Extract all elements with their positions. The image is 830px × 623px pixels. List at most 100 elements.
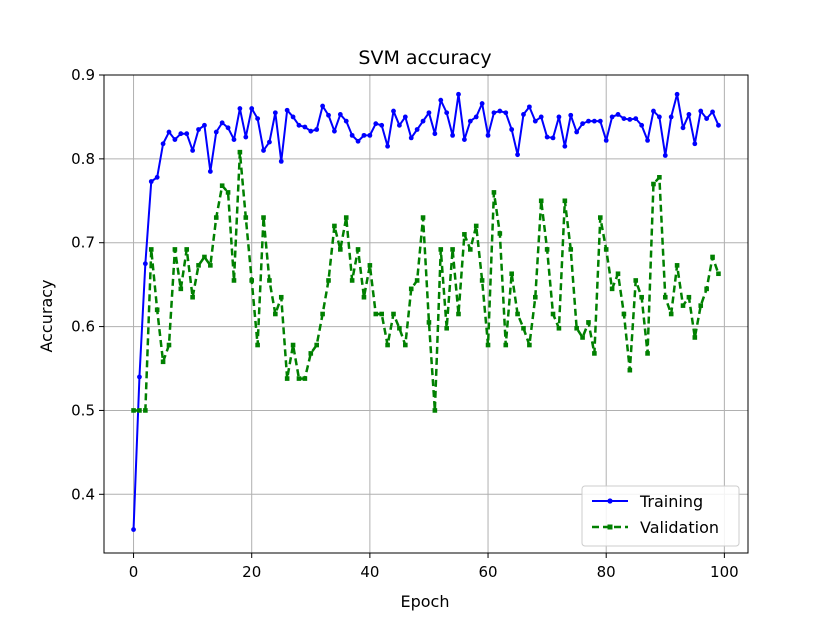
y-tick-label: 0.9: [71, 66, 95, 84]
validation-point: [521, 325, 526, 331]
validation-point: [367, 263, 373, 268]
training-point: [332, 128, 337, 134]
training-point: [603, 138, 609, 143]
validation-point: [154, 307, 160, 313]
training-point: [473, 114, 479, 120]
validation-point: [597, 215, 603, 220]
validation-point: [414, 278, 420, 283]
training-point: [267, 139, 272, 145]
x-tick-label: 100: [710, 563, 739, 581]
validation-point: [343, 215, 349, 220]
training-point: [154, 174, 160, 180]
validation-point: [462, 232, 467, 237]
training-point: [343, 118, 349, 124]
training-point: [591, 118, 597, 124]
validation-point: [450, 247, 455, 252]
y-tick-label: 0.6: [71, 318, 95, 336]
validation-point: [225, 190, 231, 195]
training-point: [426, 110, 432, 116]
training-point: [615, 112, 621, 117]
training-point: [302, 124, 308, 130]
training-point: [184, 131, 190, 137]
training-point: [166, 129, 172, 135]
x-tick-label: 80: [597, 563, 616, 581]
training-point: [420, 118, 426, 124]
training-point: [408, 135, 414, 141]
training-point: [627, 117, 633, 122]
validation-point: [479, 278, 485, 283]
validation-point: [284, 376, 290, 381]
x-tick-label: 60: [478, 563, 497, 581]
validation-point: [668, 311, 674, 317]
validation-point: [137, 408, 142, 413]
validation-point: [497, 231, 503, 236]
training-point: [674, 91, 680, 97]
validation-point: [533, 294, 538, 300]
validation-point: [603, 247, 609, 252]
x-tick-label: 40: [360, 563, 379, 581]
validation-point: [314, 342, 319, 348]
training-point: [556, 114, 562, 120]
training-point: [544, 134, 550, 140]
training-point: [586, 118, 591, 124]
training-point: [190, 148, 196, 153]
training-point: [574, 129, 580, 135]
validation-point: [172, 247, 178, 252]
training-point: [680, 125, 686, 131]
validation-point: [249, 278, 255, 283]
training-point: [521, 112, 526, 117]
validation-point: [609, 286, 615, 292]
training-point: [397, 122, 402, 128]
training-point: [225, 125, 231, 131]
training-point: [609, 114, 615, 120]
training-point: [526, 104, 532, 110]
validation-point: [219, 183, 225, 188]
validation-point: [267, 278, 272, 283]
validation-point: [615, 271, 621, 277]
training-point: [142, 261, 148, 267]
training-point: [160, 141, 166, 147]
training-point: [509, 127, 515, 132]
legend-validation-label: Validation: [640, 518, 719, 537]
validation-point: [568, 247, 574, 252]
training-point: [255, 116, 261, 122]
training-point: [538, 114, 544, 120]
training-point: [131, 527, 136, 532]
training-point: [207, 169, 213, 174]
validation-point: [290, 342, 296, 348]
training-point: [219, 120, 225, 126]
training-point: [172, 137, 178, 142]
validation-point: [627, 367, 633, 373]
training-point: [580, 121, 585, 127]
training-point: [213, 129, 219, 135]
validation-point: [379, 311, 384, 317]
training-point: [202, 122, 207, 128]
series-layer: [131, 91, 721, 532]
training-point: [249, 106, 255, 111]
training-point: [438, 97, 444, 103]
training-point: [479, 101, 485, 106]
validation-point: [190, 294, 195, 300]
training-point: [503, 110, 509, 116]
validation-point: [166, 342, 172, 348]
validation-point: [621, 311, 627, 317]
training-point: [237, 106, 243, 111]
training-point: [444, 110, 450, 116]
validation-point: [698, 303, 704, 308]
validation-point: [438, 247, 444, 252]
training-point: [716, 122, 721, 128]
validation-point: [255, 342, 260, 348]
training-point: [645, 138, 650, 143]
legend-validation-marker: [607, 524, 613, 530]
validation-point: [202, 254, 207, 260]
training-point: [278, 158, 284, 164]
validation-point: [550, 311, 556, 317]
validation-point: [456, 311, 461, 317]
validation-point: [231, 278, 237, 283]
validation-point: [586, 320, 591, 325]
training-point: [662, 153, 668, 158]
training-point: [692, 141, 698, 147]
training-point: [686, 112, 692, 117]
validation-point: [645, 351, 650, 356]
training-point: [651, 108, 656, 114]
